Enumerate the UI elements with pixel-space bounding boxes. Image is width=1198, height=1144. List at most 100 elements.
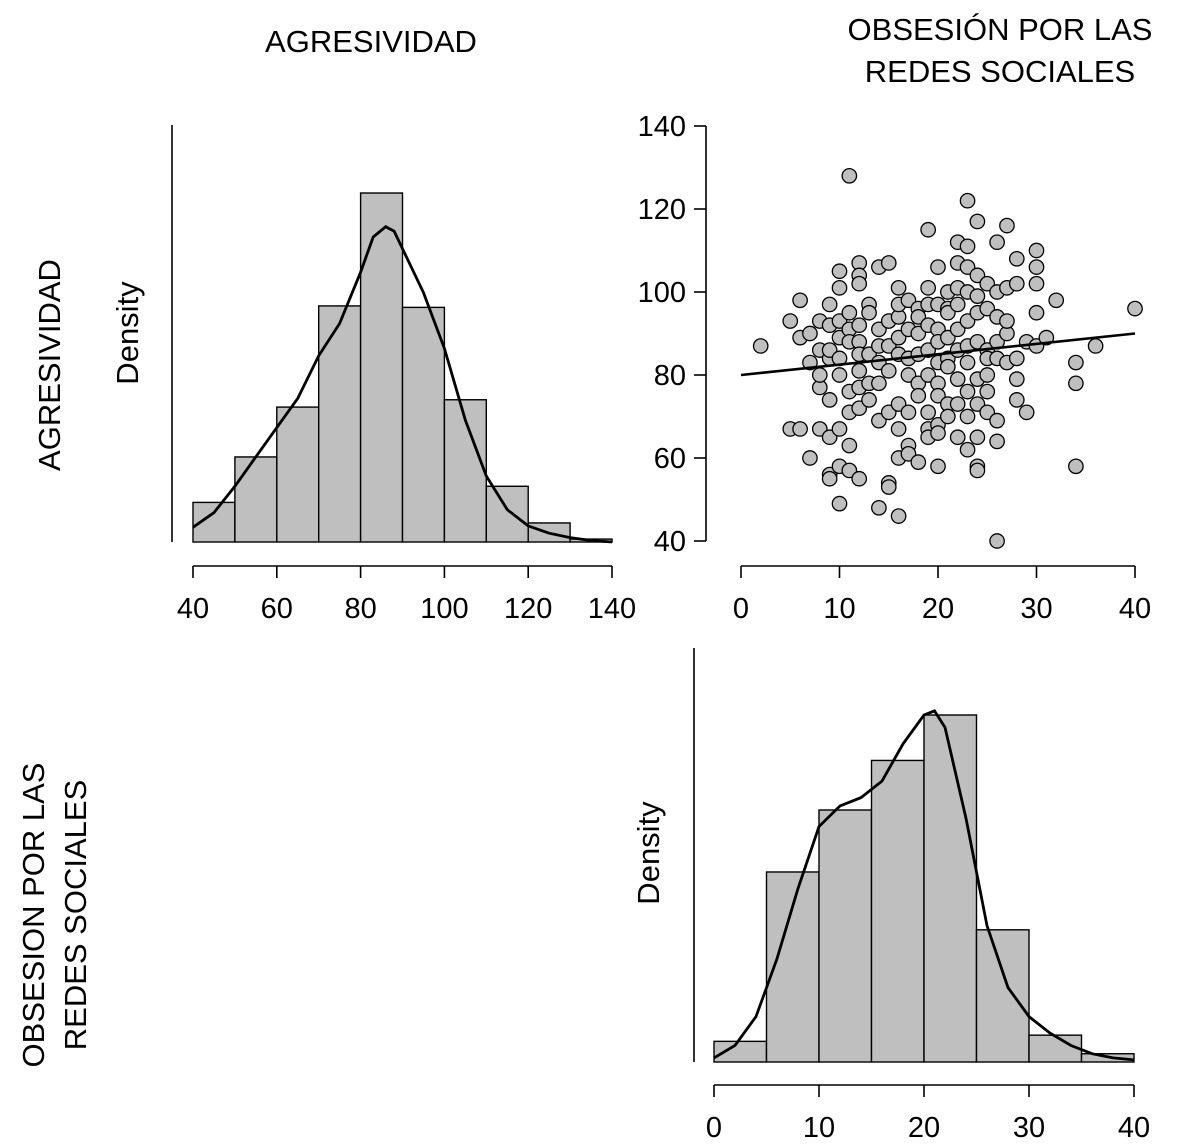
- scatter-point: [911, 455, 925, 469]
- scatter-point: [931, 260, 945, 274]
- x-tick-label: 30: [1013, 1112, 1045, 1144]
- histogram-bar: [319, 306, 361, 542]
- scatter-point: [951, 372, 965, 386]
- scatter-panel: 40 60 80 100 120 140 0 10 20 30 40: [638, 111, 1152, 625]
- density-axis-label: Density: [110, 281, 145, 385]
- scatter-point: [783, 314, 797, 328]
- x-tick-label: 10: [823, 593, 855, 625]
- x-tick-label: 20: [908, 1112, 940, 1144]
- histogram-bar: [403, 307, 445, 542]
- scatter-point: [842, 306, 856, 320]
- scatter-point: [891, 422, 905, 436]
- scatter-point: [960, 355, 974, 369]
- scatter-point: [793, 422, 807, 436]
- scatter-point: [921, 281, 935, 295]
- scatter-point: [951, 297, 965, 311]
- scatter-point: [852, 277, 866, 291]
- scatter-point: [970, 214, 984, 228]
- scatter-point: [990, 235, 1004, 249]
- histogram-bar: [977, 930, 1030, 1062]
- scatter-point: [842, 438, 856, 452]
- x-tick-label: 40: [1119, 593, 1151, 625]
- scatter-point: [832, 496, 846, 510]
- x-tick-label: 100: [420, 593, 468, 625]
- scatter-point: [842, 169, 856, 183]
- scatter-point: [921, 405, 935, 419]
- scatter-point: [1029, 277, 1043, 291]
- x-tick-label: 120: [504, 593, 552, 625]
- histogram-obsesion-panel: Density 0 10 20 30 40: [631, 648, 1150, 1144]
- x-tick-label: 30: [1020, 593, 1052, 625]
- scatter-point: [1069, 459, 1083, 473]
- scatter-point: [822, 393, 836, 407]
- scatter-point: [980, 368, 994, 382]
- scatter-point: [941, 360, 955, 374]
- scatter-point: [901, 405, 915, 419]
- density-axis-label: Density: [631, 801, 666, 905]
- scatter-point: [990, 534, 1004, 548]
- x-tick-label: 40: [177, 593, 209, 625]
- scatter-point: [1128, 301, 1142, 315]
- scatter-point: [970, 463, 984, 477]
- histogram-bar: [1029, 1035, 1082, 1062]
- scatter-point: [882, 364, 896, 378]
- scatter-point: [960, 384, 974, 398]
- scatter-point: [970, 430, 984, 444]
- x-tick-label: 0: [733, 593, 749, 625]
- scatter-point: [941, 409, 955, 423]
- x-tick-label: 140: [588, 593, 636, 625]
- scatter-point: [882, 480, 896, 494]
- scatter-point: [1069, 355, 1083, 369]
- scatter-point: [882, 256, 896, 270]
- histogram-bar: [277, 407, 319, 542]
- y-tick-label: 60: [654, 443, 686, 475]
- scatter-point: [960, 239, 974, 253]
- scatter-point: [832, 368, 846, 382]
- x-tick-label: 0: [706, 1112, 722, 1144]
- scatter-point: [1088, 339, 1102, 353]
- scatter-point: [1019, 405, 1033, 419]
- scatter-point: [803, 451, 817, 465]
- header-clip-mask: [800, 82, 1198, 102]
- scatter-point: [1010, 351, 1024, 365]
- histogram-bar: [924, 715, 977, 1062]
- histogram-bar: [486, 486, 528, 542]
- scatter-point: [1000, 218, 1014, 232]
- histogram-bar: [235, 457, 277, 542]
- scatter-point: [813, 368, 827, 382]
- scatter-point: [862, 306, 876, 320]
- scatter-point: [921, 223, 935, 237]
- scatter-point: [1049, 293, 1063, 307]
- scatter-point: [911, 389, 925, 403]
- scatter-point: [990, 413, 1004, 427]
- scatter-point: [1029, 306, 1043, 320]
- y-tick-label: 80: [654, 360, 686, 392]
- x-tick-label: 40: [1118, 1112, 1150, 1144]
- scatter-point: [1010, 252, 1024, 266]
- scatter-point: [832, 264, 846, 278]
- scatter-point: [1029, 243, 1043, 257]
- scatter-point: [803, 326, 817, 340]
- y-tick-label: 100: [638, 277, 686, 309]
- scatter-point: [872, 501, 886, 515]
- scatter-point: [960, 409, 974, 423]
- scatter-point: [852, 364, 866, 378]
- scatter-point: [891, 509, 905, 523]
- x-tick-label: 60: [261, 593, 293, 625]
- scatter-point: [931, 426, 945, 440]
- row-header-agresividad: AGRESIVIDAD: [32, 259, 67, 471]
- scatter-point: [852, 318, 866, 332]
- scatter-point: [951, 430, 965, 444]
- scatter-point: [832, 422, 846, 436]
- scatter-point: [1010, 372, 1024, 386]
- histogram-bar: [872, 760, 925, 1062]
- scatter-point: [1069, 376, 1083, 390]
- y-tick-label: 120: [638, 194, 686, 226]
- y-tick-label: 140: [638, 111, 686, 143]
- scatter-point: [754, 339, 768, 353]
- scatter-point: [832, 281, 846, 295]
- scatter-point: [960, 194, 974, 208]
- scatter-point: [1010, 277, 1024, 291]
- scatter-point: [822, 297, 836, 311]
